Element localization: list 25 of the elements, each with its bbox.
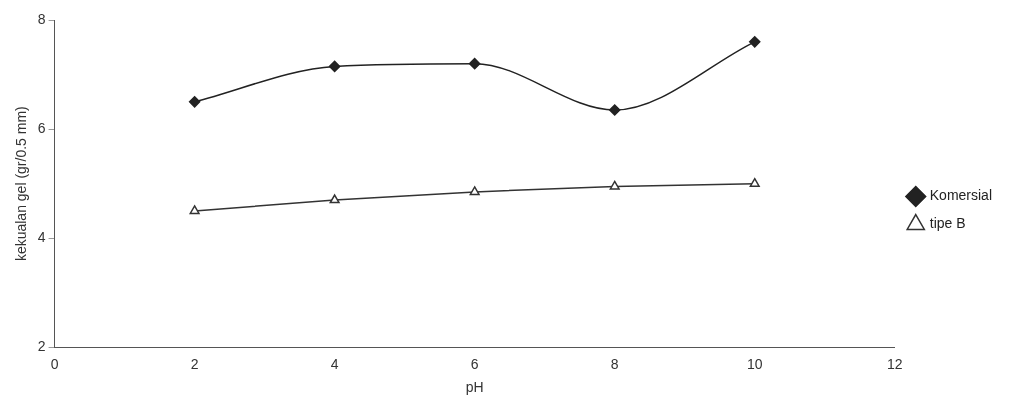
legend-label: tipe B	[929, 215, 966, 232]
x-tick-label: 10	[746, 355, 763, 372]
y-tick-label: 8	[37, 10, 46, 27]
x-tick-label: 6	[470, 355, 479, 372]
y-axis-title: kekualan gel (gr/0.5 mm)	[13, 106, 30, 262]
point	[329, 194, 340, 204]
point	[609, 180, 620, 190]
x-axis-title: pH	[465, 379, 484, 396]
x-tick-label: 2	[190, 355, 199, 372]
x-tick-label: 4	[330, 355, 339, 372]
point	[608, 104, 621, 116]
point	[188, 96, 201, 108]
point	[328, 60, 341, 73]
y-tick-label: 2	[37, 338, 46, 355]
point	[748, 36, 761, 48]
x-tick-label: 8	[610, 355, 619, 372]
y-tick-label: 4	[37, 229, 46, 246]
x-tick-label: 12	[886, 355, 903, 372]
x-tick-label: 0	[50, 355, 59, 372]
point	[189, 205, 200, 215]
point	[468, 57, 481, 70]
point	[749, 177, 760, 187]
legend-label: Komersial	[929, 187, 993, 204]
y-tick-label: 6	[37, 119, 46, 136]
point	[469, 186, 480, 196]
